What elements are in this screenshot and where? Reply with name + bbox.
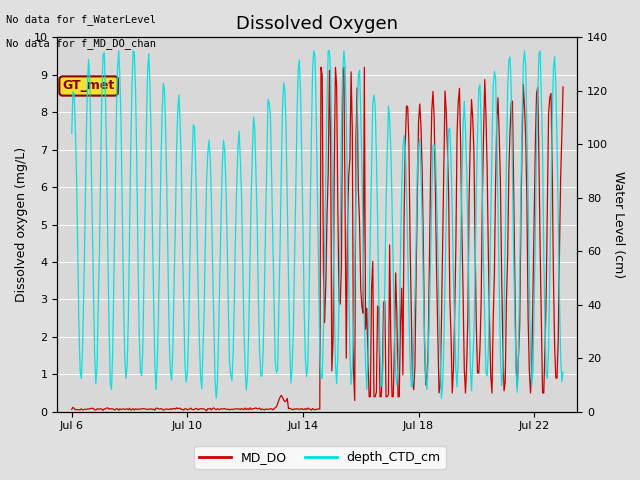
Y-axis label: Dissolved oxygen (mg/L): Dissolved oxygen (mg/L) (15, 147, 28, 302)
Legend: MD_DO, depth_CTD_cm: MD_DO, depth_CTD_cm (195, 446, 445, 469)
Text: No data for f_MD_DO_chan: No data for f_MD_DO_chan (6, 38, 156, 49)
Text: GT_met: GT_met (63, 80, 115, 93)
Title: Dissolved Oxygen: Dissolved Oxygen (236, 15, 398, 33)
Text: No data for f_WaterLevel: No data for f_WaterLevel (6, 14, 156, 25)
Y-axis label: Water Level (cm): Water Level (cm) (612, 171, 625, 278)
